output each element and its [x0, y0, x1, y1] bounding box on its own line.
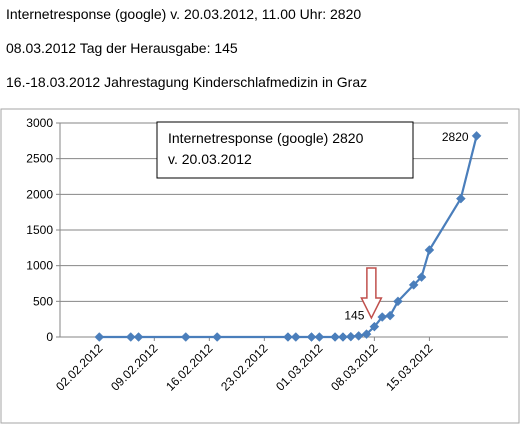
y-tick-label: 3000	[26, 116, 53, 130]
data-point-marker	[361, 329, 372, 340]
data-point-marker	[180, 332, 191, 342]
y-tick-label: 1000	[26, 259, 53, 273]
y-tick-label: 2500	[26, 152, 53, 166]
annotation-textbox-line: v. 20.03.2012	[168, 151, 252, 167]
data-point-marker	[314, 332, 325, 342]
annotation-textbox	[156, 121, 414, 179]
y-tick-label: 2000	[26, 187, 53, 201]
header-line-release: 08.03.2012 Tag der Herausgabe: 145	[6, 40, 238, 56]
data-point-marker	[408, 280, 419, 290]
data-point-marker	[455, 193, 466, 204]
data-point-marker	[125, 332, 136, 342]
annotation-textbox-line: Internetresponse (google) 2820	[168, 130, 364, 146]
data-label: 145	[344, 309, 364, 323]
data-point-marker	[471, 130, 482, 141]
data-point-marker	[353, 331, 364, 341]
data-point-marker	[306, 332, 317, 342]
data-point-marker	[338, 332, 348, 342]
header-line-response: Internetresponse (google) v. 20.03.2012,…	[6, 6, 362, 22]
y-tick-label: 1500	[26, 223, 53, 237]
data-point-marker	[416, 272, 427, 282]
data-point-marker	[283, 332, 293, 342]
data-point-marker	[393, 296, 403, 307]
data-point-marker	[133, 332, 144, 342]
data-point-marker	[377, 312, 388, 322]
data-label: 2820	[442, 130, 469, 144]
y-tick-label: 0	[46, 330, 53, 344]
data-point-marker	[385, 310, 395, 321]
y-tick-label: 500	[33, 294, 53, 308]
data-point-marker	[424, 245, 435, 255]
release-arrow-marker	[360, 267, 383, 320]
header-line-conference: 16.-18.03.2012 Jahrestagung Kinderschlaf…	[6, 74, 368, 90]
data-point-marker	[94, 332, 105, 342]
data-point-marker	[345, 331, 356, 342]
data-point-marker	[330, 332, 340, 342]
data-point-marker	[290, 332, 301, 342]
data-point-marker	[369, 321, 380, 332]
data-point-marker	[212, 332, 223, 342]
